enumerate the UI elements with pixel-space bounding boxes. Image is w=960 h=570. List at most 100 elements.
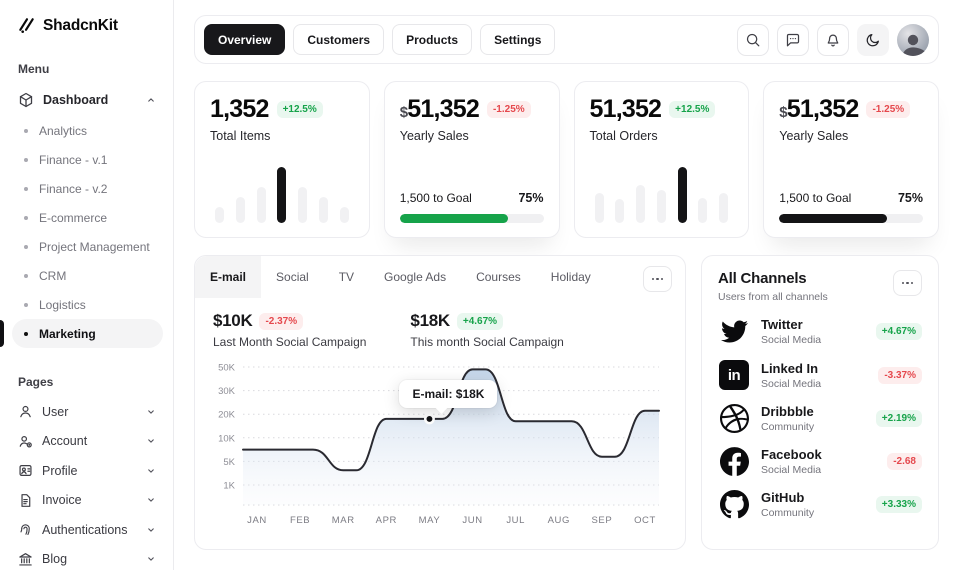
dribbble-icon	[718, 404, 750, 433]
chevron-down-icon	[145, 435, 157, 447]
channel-row-dribbble[interactable]: Dribbble Community +2.19%	[718, 404, 922, 433]
mini-bar	[677, 167, 687, 223]
stat-value: 1,352	[210, 95, 269, 123]
campaign-stat-last-month: $10K -2.37% Last Month Social Campaign	[213, 311, 366, 349]
sub-item-label: Project Management	[39, 239, 150, 254]
all-channels-panel: All Channels Users from all channels Twi…	[701, 255, 939, 550]
mini-bar	[698, 198, 708, 223]
sidebar-item-finance-v2[interactable]: Finance - v.2	[12, 174, 163, 203]
channels-title: All Channels	[718, 270, 807, 287]
bullet-dot-icon	[24, 128, 28, 133]
channels-subtitle: Users from all channels	[718, 291, 828, 303]
sidebar-item-dashboard[interactable]: Dashboard	[12, 84, 163, 116]
bell-icon	[827, 34, 839, 46]
chart-point-marker	[423, 413, 435, 425]
stat-cards-row: 1,352 +12.5% Total Items $51,352 -1.25% …	[194, 81, 939, 238]
goal-percent: 75%	[897, 191, 923, 205]
stat-label: Yearly Sales	[779, 129, 849, 143]
channel-name: Linked In	[761, 360, 819, 376]
user-icon	[18, 404, 33, 419]
mini-bar	[656, 189, 666, 223]
mini-bar-chart	[590, 161, 734, 223]
id-badge-icon	[18, 463, 33, 478]
sub-item-label: Finance - v.2	[39, 181, 108, 196]
bullet-dot-icon	[24, 157, 28, 162]
svg-text:20K: 20K	[218, 410, 236, 421]
channel-row-twitter[interactable]: Twitter Social Media +4.67%	[718, 317, 922, 346]
notifications-button[interactable]	[817, 23, 849, 56]
tab-overview[interactable]: Overview	[204, 24, 286, 55]
app-logo[interactable]: ShadcnKit	[17, 16, 163, 35]
goal-label: 1,500 to Goal	[779, 191, 852, 205]
chevron-down-icon	[145, 524, 157, 536]
area-chart-svg: 1K 5K 10K 20K 30K 50K JAN FEB MAR APR MAY JUN JUL AUG…	[218, 363, 660, 526]
tab-tv[interactable]: TV	[338, 270, 355, 284]
sidebar-item-authentications[interactable]: Authentications	[12, 515, 163, 545]
tab-email[interactable]: E-mail	[195, 256, 262, 298]
bullet-dot-icon	[24, 215, 28, 220]
stat-card-total-items: 1,352 +12.5% Total Items	[194, 81, 370, 238]
menu-section-label: Menu	[18, 62, 50, 76]
chevron-up-icon	[145, 94, 157, 106]
mini-bar	[636, 184, 646, 223]
sidebar: ShadcnKit Menu Dashboard Analytics Finan…	[0, 0, 174, 570]
svg-text:SEP: SEP	[591, 515, 612, 526]
search-button[interactable]	[737, 23, 769, 56]
sidebar-item-finance-v1[interactable]: Finance - v.1	[12, 145, 163, 174]
svg-text:MAR: MAR	[332, 515, 355, 526]
goal-progress-bar	[779, 214, 923, 223]
svg-text:JUN: JUN	[462, 515, 482, 526]
avatar-silhouette-icon	[902, 34, 927, 56]
campaign-stat-label: Last Month Social Campaign	[213, 335, 367, 349]
channel-name: Facebook	[761, 447, 822, 462]
user-avatar[interactable]	[897, 23, 929, 56]
sidebar-item-label: Authentications	[42, 522, 128, 537]
channel-row-linkedin[interactable]: in Linked In Social Media -3.37%	[718, 360, 922, 390]
tab-settings[interactable]: Settings	[480, 24, 556, 55]
stat-label: Yearly Sales	[399, 129, 469, 143]
channel-category: Community	[761, 421, 815, 433]
sub-item-label: Analytics	[39, 123, 88, 138]
channel-row-facebook[interactable]: Facebook Social Media -2.68	[718, 447, 922, 476]
sidebar-item-blog[interactable]: Blog	[12, 545, 163, 570]
sidebar-item-ecommerce[interactable]: E-commerce	[12, 203, 163, 232]
search-icon	[746, 33, 760, 46]
ellipsis-icon	[651, 277, 655, 281]
chevron-down-icon	[145, 553, 157, 565]
tab-social[interactable]: Social	[276, 270, 309, 284]
sidebar-item-label: Invoice	[42, 493, 82, 508]
channel-name: Dribbble	[761, 404, 814, 419]
tab-courses[interactable]: Courses	[476, 270, 521, 284]
tab-holiday[interactable]: Holiday	[550, 270, 591, 284]
stat-value: $51,352	[779, 95, 859, 123]
sidebar-item-account[interactable]: Account	[12, 427, 163, 457]
campaign-more-button[interactable]	[643, 266, 672, 292]
mini-bar	[298, 187, 308, 223]
sidebar-item-marketing[interactable]: Marketing	[0, 319, 163, 348]
svg-text:10K: 10K	[218, 433, 236, 444]
stat-value: $51,352	[399, 95, 480, 123]
messages-button[interactable]	[777, 23, 809, 56]
sidebar-item-invoice[interactable]: Invoice	[12, 486, 163, 516]
double-slash-logo-icon	[19, 18, 34, 34]
sidebar-item-crm[interactable]: CRM	[12, 261, 163, 290]
mini-bar	[235, 196, 245, 223]
sidebar-item-analytics[interactable]: Analytics	[12, 116, 163, 145]
sidebar-item-label: Blog	[42, 552, 68, 567]
tab-google-ads[interactable]: Google Ads	[384, 270, 447, 284]
channels-more-button[interactable]	[893, 270, 922, 296]
sidebar-item-profile[interactable]: Profile	[12, 456, 163, 486]
stat-card-total-orders: 51,352 +12.5% Total Orders	[573, 81, 750, 238]
sidebar-item-project-management[interactable]: Project Management	[12, 232, 163, 261]
channel-name: GitHub	[761, 490, 805, 505]
sidebar-item-user[interactable]: User	[12, 397, 163, 427]
top-navigation-bar: Overview Customers Products Settings	[194, 15, 939, 64]
dark-mode-toggle[interactable]	[857, 23, 889, 56]
page-tabs: Overview Customers Products Settings	[204, 24, 556, 55]
sidebar-item-logistics[interactable]: Logistics	[12, 290, 163, 319]
tab-products[interactable]: Products	[392, 24, 473, 55]
tab-customers[interactable]: Customers	[293, 24, 385, 55]
message-icon	[786, 33, 800, 46]
channel-row-github[interactable]: GitHub Community +3.33%	[718, 490, 922, 519]
mini-bar	[256, 187, 266, 223]
